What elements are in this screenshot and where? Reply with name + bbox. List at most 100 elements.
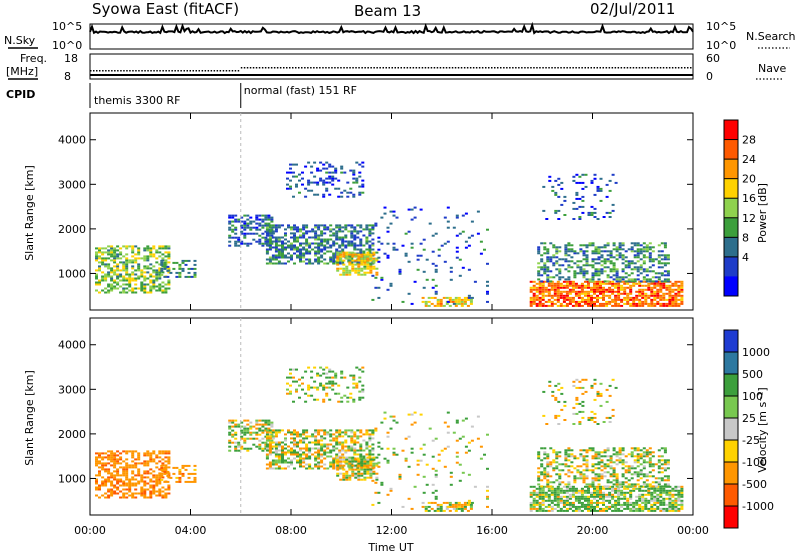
velocity-cell [281,429,284,432]
power-cell [668,290,672,293]
velocity-cell [611,414,615,417]
power-cell [547,288,551,291]
power-cell [320,238,324,241]
power-cell [463,296,467,299]
power-cell [590,288,593,291]
power-cell [380,242,384,245]
velocity-cell [662,503,666,506]
velocity-cell [131,484,135,487]
power-cell [240,240,244,243]
velocity-cell [314,463,318,466]
velocity-cell [599,382,603,385]
power-cell [361,191,365,194]
velocity-cell [360,464,364,467]
power-cell [677,294,681,297]
power-cell [460,304,464,307]
power-cell [623,296,627,299]
velocity-cell [650,493,654,496]
velocity-cell [277,467,281,470]
power-cell [389,222,393,225]
power-cell [639,266,643,269]
power-cell [556,288,560,291]
velocity-cell [228,439,232,442]
velocity-cell [128,490,132,493]
power-cell [663,278,667,281]
power-cell [167,287,171,290]
power-cell [668,292,672,295]
power-cell [323,240,327,243]
power-cell [341,240,345,243]
power-cell [623,302,627,305]
velocity-cell [614,507,618,510]
power-cell [674,292,678,295]
power-cell [113,265,117,268]
velocity-cell [113,458,117,461]
velocity-cell [137,454,141,457]
nave-dot [313,67,315,69]
power-cell [605,211,609,214]
power-cell [95,281,98,284]
velocity-cell [310,376,314,379]
power-cell [577,296,581,299]
nave-dot [231,70,234,72]
nave-dot [454,67,457,69]
velocity-cell [537,457,541,460]
velocity-cell [265,433,269,436]
nave-dot [533,67,535,69]
power-cell [559,294,563,297]
velocity-cell [584,489,587,492]
velocity-cell [344,433,348,436]
power-cell [152,265,156,268]
power-cell [265,226,269,229]
velocity-cell [149,484,153,487]
power-cell [663,262,667,265]
velocity-cell [175,480,179,483]
power-cell [359,230,363,233]
velocity-cell [605,499,609,502]
power-cell [585,262,589,265]
power-cell [137,257,141,260]
velocity-cell [410,507,414,510]
power-cell [267,222,271,225]
velocity-cell [351,474,355,477]
velocity-cell [178,480,182,483]
power-cell [602,282,605,285]
power-cell [653,296,657,299]
power-cell [146,249,150,252]
power-cell [651,270,655,273]
power-cell [407,260,411,263]
power-cell [606,266,610,269]
velocity-cell [143,462,147,465]
velocity-cell [603,465,607,468]
velocity-cell [579,473,583,476]
velocity-cell [193,478,197,481]
velocity-cell [632,501,636,504]
power-cell [642,250,646,253]
power-cell [597,258,601,261]
power-cell [290,244,293,247]
velocity-cell [677,485,681,488]
power-cell [638,290,642,293]
velocity-cell [553,489,557,492]
power-cell [352,173,356,176]
velocity-cell [621,463,625,466]
power-cell [633,278,637,281]
velocity-cell [596,423,600,425]
power-cell [553,290,557,293]
power-cell [424,300,428,303]
velocity-cell [158,452,162,455]
power-cell [410,246,414,249]
power-cell [575,191,579,194]
power-cell [270,218,274,221]
power-cell [342,273,346,276]
velocity-cell [181,474,185,477]
nave-dot [222,70,225,72]
velocity-cell [597,457,601,460]
power-cell [647,294,651,297]
velocity-cell [317,455,321,458]
velocity-cell [368,451,372,454]
power-cell [265,234,269,237]
power-cell [320,224,324,227]
velocity-cell [317,453,321,456]
power-cell [550,284,554,287]
